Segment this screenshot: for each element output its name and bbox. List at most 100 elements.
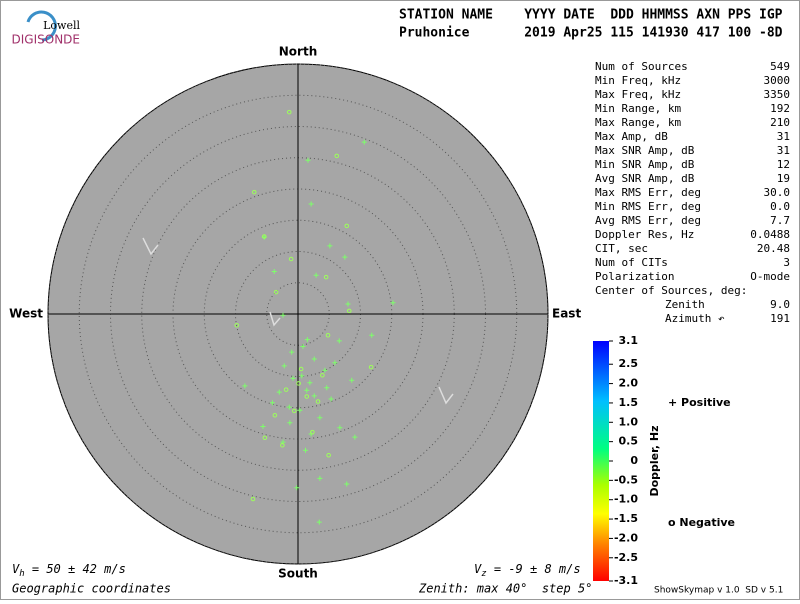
- source-negative: [288, 256, 294, 262]
- source-negative: [261, 234, 267, 239]
- velocity-arrow: [438, 386, 454, 405]
- source-positive: [299, 373, 305, 379]
- west-label: West: [9, 307, 43, 321]
- source-positive: [303, 447, 308, 453]
- source-negative: [326, 452, 331, 458]
- legend-negative: o Negative: [668, 516, 735, 529]
- zenith-note: Zenith: max 40° step 5°: [418, 582, 592, 596]
- colorbar-tick-label: 1.5: [619, 396, 639, 409]
- source-negative: [325, 332, 331, 338]
- source-negative: [286, 109, 292, 115]
- info-value: 210: [770, 116, 790, 129]
- source-positive: [361, 139, 367, 145]
- colorbar-tick-label: -1.5: [614, 512, 638, 525]
- version: ShowSkymap v 1.0 SD v 5.1: [654, 586, 783, 596]
- source-positive: [390, 300, 396, 306]
- source-positive: [327, 243, 333, 249]
- info-label: Center of Sources, deg:: [595, 284, 747, 297]
- source-negative: [344, 223, 350, 229]
- info-value: 549: [770, 60, 790, 73]
- info-value: 31: [777, 130, 790, 143]
- source-positive: [297, 407, 303, 413]
- source-positive: [352, 434, 358, 440]
- colorbar-tick-label: 1.0: [619, 415, 639, 428]
- vh-symbol: V: [12, 562, 20, 576]
- info-label: Max SNR Amp, dB: [595, 144, 695, 157]
- source-negative: [298, 366, 304, 372]
- source-positive: [345, 301, 351, 307]
- info-value: 3350: [764, 88, 791, 101]
- velocity-arrow: [269, 311, 281, 327]
- colorbar-tick-label: 0: [630, 454, 638, 467]
- vz-symbol: V: [474, 562, 482, 576]
- info-label: Doppler Res, Hz: [595, 228, 694, 241]
- source-positive: [337, 425, 343, 431]
- colorbar-tick-label: 2.0: [619, 377, 639, 390]
- velocity-arrow: [142, 237, 159, 256]
- vh: Vh = 50 ± 42 m/s: [12, 562, 126, 579]
- source-positive: [328, 396, 334, 402]
- info-value: O-mode: [750, 270, 790, 283]
- info-label: CIT, sec: [595, 242, 648, 255]
- source-negative: [250, 496, 256, 502]
- info-label: Avg RMS Err, deg: [595, 214, 701, 227]
- source-positive: [308, 201, 314, 207]
- source-positive: [313, 272, 319, 278]
- info-label: Min Freq, kHz: [595, 74, 681, 87]
- source-positive: [242, 383, 248, 389]
- source-positive: [316, 519, 322, 525]
- vh-sub: h: [19, 569, 24, 579]
- source-negative: [368, 364, 374, 370]
- source-negative: [251, 189, 257, 195]
- source-positive: [369, 332, 375, 338]
- source-positive: [311, 393, 317, 399]
- source-positive: [300, 344, 306, 349]
- info-value: 7.7: [770, 214, 790, 227]
- header-values: Pruhonice 2019 Apr25 115 141930 417 100 …: [399, 26, 783, 41]
- info-label: Min SNR Amp, dB: [595, 158, 695, 171]
- vz: Vz = -9 ± 8 m/s: [474, 562, 581, 579]
- source-negative: [323, 274, 329, 280]
- info-value: 191: [770, 312, 790, 325]
- info-value: 30.0: [764, 186, 791, 199]
- info-value: 3000: [764, 74, 791, 87]
- logo-bottom: DIGISONDE: [12, 33, 80, 47]
- source-negative: [234, 322, 240, 328]
- source-positive: [317, 415, 323, 421]
- vz-text: = -9 ± 8 m/s: [487, 562, 581, 576]
- east-label: East: [552, 307, 581, 321]
- info-label: Min Range, km: [595, 102, 681, 115]
- source-positive: [307, 380, 313, 386]
- source-positive: [332, 360, 338, 366]
- colorbar-tick-label: 0.5: [619, 435, 639, 448]
- source-positive: [294, 485, 300, 491]
- source-negative: [283, 387, 289, 392]
- source-negative: [280, 442, 285, 448]
- source-positive: [287, 420, 293, 426]
- source-negative: [304, 394, 310, 399]
- north-label: North: [279, 45, 317, 59]
- source-negative: [310, 429, 315, 435]
- source-positive: [305, 157, 311, 163]
- source-positive: [322, 367, 328, 373]
- info-value: 12: [777, 158, 790, 171]
- colorbar-tick-label: -0.5: [614, 473, 638, 486]
- info-value: 19: [777, 172, 790, 185]
- source-positive: [304, 337, 310, 343]
- south-label: South: [278, 567, 318, 581]
- vz-sub: z: [481, 569, 486, 579]
- colorbar-tick-label: 2.5: [619, 357, 639, 370]
- coords-note: Geographic coordinates: [12, 582, 171, 596]
- info-label: Num of CITs: [595, 256, 668, 269]
- source-positive: [280, 312, 286, 318]
- source-negative: [291, 408, 297, 414]
- info-value: 192: [770, 102, 790, 115]
- source-positive: [289, 349, 295, 355]
- info-label: Max RMS Err, deg: [595, 186, 701, 199]
- source-positive: [317, 475, 323, 481]
- info-label: Polarization: [595, 270, 674, 283]
- source-positive: [311, 356, 317, 362]
- info-label: Azimuth ↶: [665, 312, 725, 325]
